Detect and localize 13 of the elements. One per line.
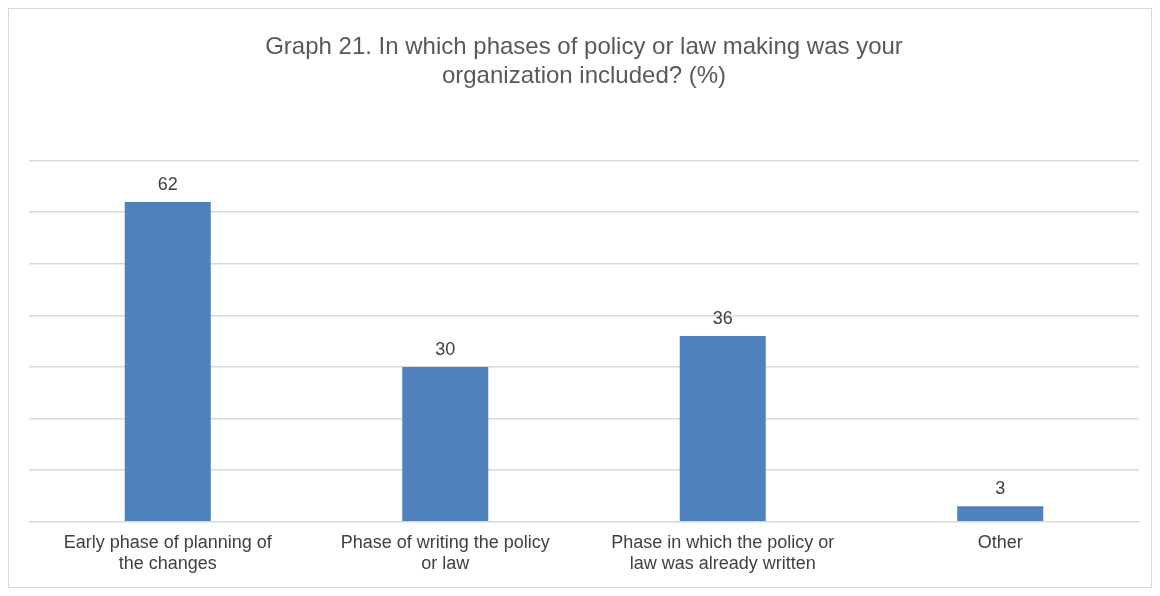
bar — [124, 201, 211, 522]
x-tick-label: Phase in which the policy or law was already written — [611, 531, 835, 574]
data-label: 3 — [995, 478, 1006, 499]
x-tick-label: Other — [977, 531, 1023, 552]
data-label: 30 — [435, 338, 456, 359]
chart-title: Graph 21. In which phases of policy or law making was your organization included? (%) — [265, 32, 903, 88]
bar — [679, 336, 766, 522]
data-label: 62 — [157, 173, 178, 194]
bar — [402, 367, 489, 522]
x-tick-label: Early phase of planning of the changes — [63, 531, 273, 574]
data-label: 36 — [712, 308, 733, 329]
bar — [957, 506, 1044, 522]
x-tick-label: Phase of writing the policy or law — [340, 531, 550, 574]
